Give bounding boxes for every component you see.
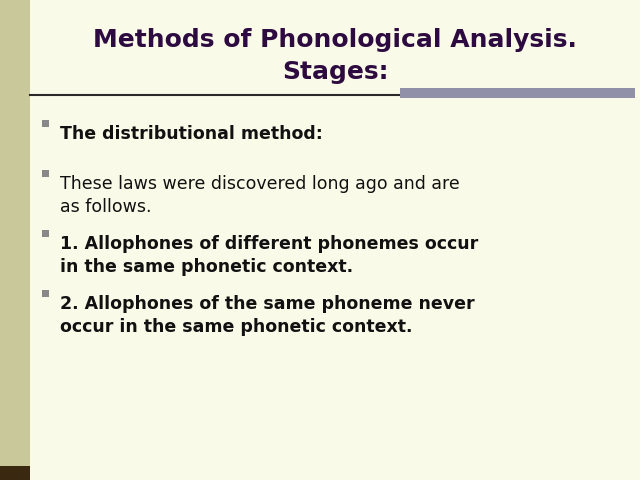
Bar <box>42 120 49 127</box>
Bar <box>42 289 49 297</box>
Bar <box>0 466 30 480</box>
Text: The distributional method:: The distributional method: <box>60 125 323 143</box>
Text: Stages:: Stages: <box>282 60 388 84</box>
Bar <box>400 88 635 98</box>
Bar <box>0 0 30 480</box>
Text: These laws were discovered long ago and are
as follows.: These laws were discovered long ago and … <box>60 175 460 216</box>
Bar <box>42 169 49 177</box>
Text: Methods of Phonological Analysis.: Methods of Phonological Analysis. <box>93 28 577 52</box>
Bar <box>42 229 49 237</box>
Text: 1. Allophones of different phonemes occur
in the same phonetic context.: 1. Allophones of different phonemes occu… <box>60 235 478 276</box>
Text: 2. Allophones of the same phoneme never
occur in the same phonetic context.: 2. Allophones of the same phoneme never … <box>60 295 475 336</box>
